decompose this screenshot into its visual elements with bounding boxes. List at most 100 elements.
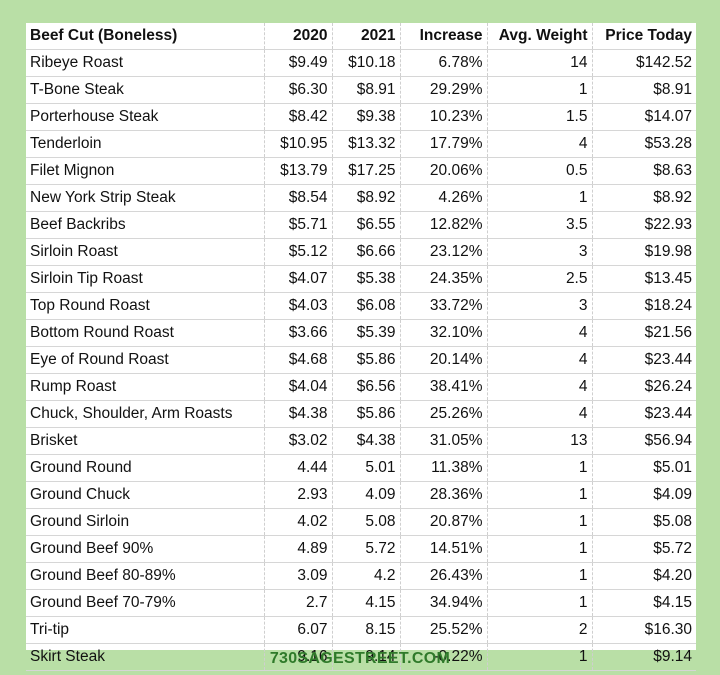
cell-cut-name: Ground Chuck	[26, 481, 265, 509]
table-row: Sirloin Tip Roast $4.07 $5.38 24.35% 2.5 $13.…	[26, 265, 696, 293]
cell-cut-name: Sirloin Roast	[26, 238, 265, 266]
cell-cut-name: Beef Backribs	[26, 211, 265, 239]
cell-price-2020: 4.89	[264, 535, 333, 563]
cell-avg-weight: 2	[487, 616, 593, 644]
cell-increase: 10.23%	[400, 103, 488, 131]
cell-price-2021: $6.55	[332, 211, 401, 239]
cell-price-today: $5.01	[592, 454, 696, 482]
beef-price-table: Beef Cut (Boneless) 2020 2021 Increase A…	[26, 23, 696, 671]
table-row: Brisket $3.02 $4.38 31.05% 13 $56.94	[26, 427, 696, 455]
cell-cut-name: Chuck, Shoulder, Arm Roasts	[26, 400, 265, 428]
table-row: Ground Beef 70-79% 2.7 4.15 34.94% 1 $4.15	[26, 589, 696, 617]
cell-increase: 25.26%	[400, 400, 488, 428]
cell-cut-name: Porterhouse Steak	[26, 103, 265, 131]
cell-price-2021: $6.08	[332, 292, 401, 320]
table-row: Sirloin Roast $5.12 $6.66 23.12% 3 $19.98	[26, 238, 696, 266]
cell-avg-weight: 4	[487, 400, 593, 428]
cell-price-2020: 2.7	[264, 589, 333, 617]
cell-price-2020: $4.68	[264, 346, 333, 374]
cell-price-2020: $4.04	[264, 373, 333, 401]
cell-avg-weight: 13	[487, 427, 593, 455]
cell-increase: 6.78%	[400, 49, 488, 77]
cell-price-2021: $6.56	[332, 373, 401, 401]
cell-price-2021: $13.32	[332, 130, 401, 158]
cell-price-2020: $5.12	[264, 238, 333, 266]
cell-increase: 20.06%	[400, 157, 488, 185]
cell-price-today: $23.44	[592, 346, 696, 374]
table-row: Bottom Round Roast $3.66 $5.39 32.10% 4 $21.5…	[26, 319, 696, 347]
cell-price-today: $142.52	[592, 49, 696, 77]
cell-avg-weight: 1	[487, 184, 593, 212]
table-row: Ribeye Roast $9.49 $10.18 6.78% 14 $142.52	[26, 49, 696, 77]
cell-price-today: $9.14	[592, 643, 696, 671]
cell-avg-weight: 4	[487, 346, 593, 374]
cell-cut-name: Sirloin Tip Roast	[26, 265, 265, 293]
cell-avg-weight: 14	[487, 49, 593, 77]
cell-cut-name: Ground Beef 70-79%	[26, 589, 265, 617]
header-2020: 2020	[264, 23, 333, 50]
table-row: Ground Chuck 2.93 4.09 28.36% 1 $4.09	[26, 481, 696, 509]
table-row: Tri-tip 6.07 8.15 25.52% 2 $16.30	[26, 616, 696, 644]
table-row: Rump Roast $4.04 $6.56 38.41% 4 $26.24	[26, 373, 696, 401]
cell-price-2021: $17.25	[332, 157, 401, 185]
cell-increase: 4.26%	[400, 184, 488, 212]
cell-avg-weight: 3.5	[487, 211, 593, 239]
cell-price-2020: $3.02	[264, 427, 333, 455]
cell-price-today: $5.72	[592, 535, 696, 563]
header-beef-cut: Beef Cut (Boneless)	[26, 23, 265, 50]
cell-cut-name: Ground Beef 80-89%	[26, 562, 265, 590]
cell-price-2021: $5.86	[332, 400, 401, 428]
cell-price-2021: $5.86	[332, 346, 401, 374]
cell-cut-name: Rump Roast	[26, 373, 265, 401]
cell-price-today: $18.24	[592, 292, 696, 320]
header-price-today: Price Today	[592, 23, 696, 50]
cell-price-2020: $13.79	[264, 157, 333, 185]
table-row: Ground Beef 90% 4.89 5.72 14.51% 1 $5.72	[26, 535, 696, 563]
cell-price-2021: $10.18	[332, 49, 401, 77]
cell-price-today: $23.44	[592, 400, 696, 428]
cell-price-2021: 4.15	[332, 589, 401, 617]
cell-price-2020: $5.71	[264, 211, 333, 239]
cell-price-2020: $4.03	[264, 292, 333, 320]
cell-price-2021: $5.38	[332, 265, 401, 293]
cell-increase: 34.94%	[400, 589, 488, 617]
cell-price-2021: 5.01	[332, 454, 401, 482]
cell-avg-weight: 4	[487, 373, 593, 401]
cell-price-2020: $8.54	[264, 184, 333, 212]
cell-avg-weight: 1	[487, 643, 593, 671]
cell-cut-name: Ribeye Roast	[26, 49, 265, 77]
cell-cut-name: Tenderloin	[26, 130, 265, 158]
cell-price-2020: 6.07	[264, 616, 333, 644]
cell-price-today: $4.15	[592, 589, 696, 617]
cell-increase: 14.51%	[400, 535, 488, 563]
cell-price-2020: 2.93	[264, 481, 333, 509]
cell-price-today: $8.91	[592, 76, 696, 104]
cell-price-today: $53.28	[592, 130, 696, 158]
price-table-panel: Beef Cut (Boneless) 2020 2021 Increase A…	[26, 23, 696, 671]
cell-price-today: $4.09	[592, 481, 696, 509]
cell-price-today: $8.63	[592, 157, 696, 185]
cell-cut-name: New York Strip Steak	[26, 184, 265, 212]
table-row: Beef Backribs $5.71 $6.55 12.82% 3.5 $22.93	[26, 211, 696, 239]
table-row: Filet Mignon $13.79 $17.25 20.06% 0.5 $8.63	[26, 157, 696, 185]
cell-increase: 28.36%	[400, 481, 488, 509]
cell-avg-weight: 3	[487, 238, 593, 266]
cell-avg-weight: 1	[487, 481, 593, 509]
cell-cut-name: Top Round Roast	[26, 292, 265, 320]
cell-increase: -0.22%	[400, 643, 488, 671]
table-row: Ground Sirloin 4.02 5.08 20.87% 1 $5.08	[26, 508, 696, 536]
cell-price-2020: $4.07	[264, 265, 333, 293]
header-avg-weight: Avg. Weight	[487, 23, 593, 50]
site-watermark: 730SAGESTREET.COM	[269, 650, 451, 667]
cell-cut-name: Skirt Steak	[26, 643, 265, 671]
cell-increase: 29.29%	[400, 76, 488, 104]
cell-increase: 11.38%	[400, 454, 488, 482]
cell-increase: 20.87%	[400, 508, 488, 536]
cell-price-2020: $6.30	[264, 76, 333, 104]
cell-cut-name: Ground Sirloin	[26, 508, 265, 536]
cell-avg-weight: 4	[487, 130, 593, 158]
cell-price-2020: $3.66	[264, 319, 333, 347]
cell-cut-name: Brisket	[26, 427, 265, 455]
cell-price-today: $13.45	[592, 265, 696, 293]
cell-cut-name: Tri-tip	[26, 616, 265, 644]
